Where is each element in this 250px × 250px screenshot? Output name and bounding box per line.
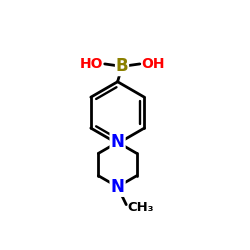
- Text: B: B: [116, 58, 128, 76]
- Text: OH: OH: [141, 57, 165, 71]
- Text: HO: HO: [80, 57, 104, 71]
- Text: CH₃: CH₃: [128, 200, 154, 213]
- Text: N: N: [111, 178, 124, 196]
- Text: N: N: [111, 133, 124, 151]
